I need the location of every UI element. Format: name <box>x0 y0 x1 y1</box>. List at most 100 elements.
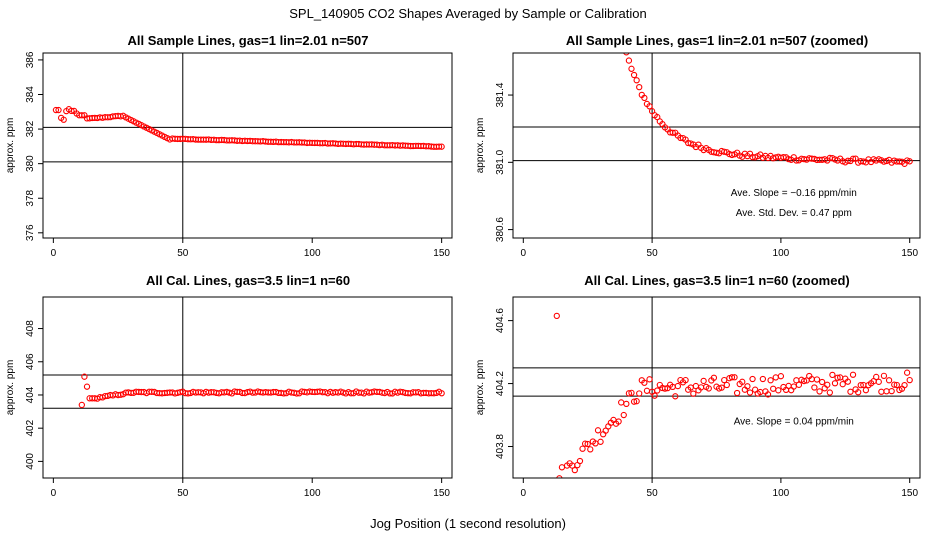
data-point <box>891 381 898 388</box>
data-point <box>628 65 635 72</box>
chart-panel-3: All Cal. Lines, gas=3.5 lin=1 n=60 0 50 100… <box>5 273 453 499</box>
data-point <box>576 457 584 465</box>
data-point <box>620 411 627 419</box>
chart-panel-1: All Sample Lines, gas=1 lin=2.01 n=507 0 5… <box>5 33 453 259</box>
y-tick-label: 404.6 <box>495 308 506 333</box>
data-point <box>764 391 772 398</box>
y-tick-label: 381.4 <box>495 82 506 107</box>
data-point <box>661 385 669 392</box>
data-point <box>117 391 124 398</box>
data-point <box>623 53 630 56</box>
y-tick-label: 403.8 <box>495 434 506 459</box>
x-tick-label: 0 <box>51 248 57 259</box>
data-point <box>52 106 60 114</box>
annotation: Ave. Std. Dev. = 0.47 ppm <box>736 208 852 219</box>
data-point <box>594 427 602 434</box>
data-point <box>721 148 728 155</box>
data-point <box>733 389 741 397</box>
data-point <box>615 418 622 425</box>
data-point <box>901 381 908 389</box>
x-tick-label: 0 <box>521 488 527 499</box>
y-tick-label: 408 <box>25 320 36 337</box>
x-tick-label: 100 <box>304 248 321 259</box>
y-tick-label: 404 <box>25 386 36 403</box>
data-point <box>844 378 852 385</box>
x-tick-label: 150 <box>901 248 918 259</box>
data-point <box>68 107 75 114</box>
data-point <box>718 384 725 391</box>
data-point <box>630 71 638 79</box>
y-axis-label: approx. ppm <box>475 118 486 174</box>
y-tick-label: 381.0 <box>495 149 506 174</box>
data-point <box>780 153 787 161</box>
x-tick-label: 50 <box>647 248 659 259</box>
data-point <box>888 387 895 395</box>
data-point <box>849 371 857 378</box>
plot-frame <box>42 52 453 239</box>
data-point <box>813 376 821 383</box>
chart-panel-2: All Sample Lines, gas=1 lin=2.01 n=507 (… <box>475 33 921 259</box>
data-point <box>770 385 777 392</box>
data-point <box>749 375 756 383</box>
data-point <box>55 106 62 114</box>
data-point <box>571 466 578 474</box>
annotation: Ave. Slope = −0.16 ppm/min <box>731 188 857 199</box>
data-point <box>723 381 730 389</box>
data-point <box>669 129 676 136</box>
data-point <box>785 155 792 163</box>
data-point <box>438 390 445 397</box>
data-point <box>721 376 728 384</box>
data-point <box>759 375 767 383</box>
data-point <box>293 390 300 397</box>
data-point <box>831 380 839 387</box>
y-tick-label: 380.6 <box>495 217 506 242</box>
panels: All Sample Lines, gas=1 lin=2.01 n=507 0 5… <box>5 33 921 499</box>
y-tick-label: 384 <box>25 86 36 103</box>
data-point <box>584 440 591 448</box>
data-point <box>81 373 88 380</box>
data-point <box>772 374 779 381</box>
data-point <box>654 387 661 394</box>
panel-title: All Sample Lines, gas=1 lin=2.01 n=507 (… <box>566 33 868 48</box>
y-tick-label: 376 <box>25 224 36 241</box>
data-point <box>880 372 888 379</box>
data-point <box>775 387 782 394</box>
data-point <box>896 158 903 165</box>
x-tick-label: 100 <box>773 248 790 259</box>
data-point <box>844 157 852 164</box>
data-point <box>811 384 818 391</box>
y-tick-label: 380 <box>25 155 36 172</box>
data-point <box>728 374 736 381</box>
data-point <box>873 373 880 381</box>
data-point <box>682 376 689 384</box>
data-point <box>435 143 443 150</box>
data-point <box>78 401 85 409</box>
figure-title: SPL_140905 CO2 Shapes Averaged by Sample… <box>289 6 647 21</box>
data-point <box>739 378 746 385</box>
data-point <box>587 446 594 453</box>
y-tick-label: 386 <box>25 51 36 68</box>
data-point <box>646 376 653 383</box>
data-point <box>878 388 885 395</box>
data-point <box>731 374 738 381</box>
data-point <box>777 373 785 380</box>
data-point <box>875 378 882 385</box>
data-point <box>834 374 841 381</box>
data-point <box>690 390 697 397</box>
data-point <box>767 377 774 384</box>
data-point <box>633 398 640 405</box>
y-tick-label: 404.2 <box>495 371 506 396</box>
x-tick-label: 0 <box>521 248 527 259</box>
data-point <box>618 399 625 406</box>
data-point <box>597 438 604 445</box>
data-point <box>839 381 846 388</box>
data-point <box>651 392 658 399</box>
plot-frame <box>512 296 921 479</box>
data-point <box>893 381 900 389</box>
data-point <box>710 374 718 381</box>
data-point <box>558 464 566 471</box>
data-point <box>438 143 445 150</box>
y-tick-label: 400 <box>25 453 36 470</box>
data-point <box>728 151 736 159</box>
